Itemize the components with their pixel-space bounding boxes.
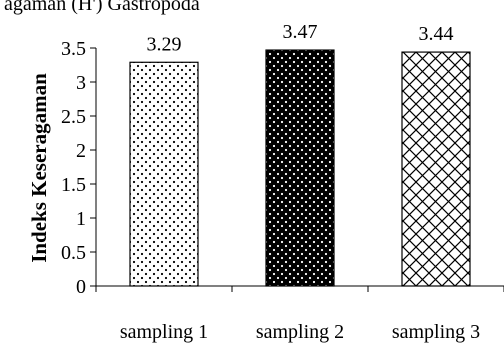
- category-labels-group: sampling 1 sampling 2 sampling 3: [120, 321, 480, 343]
- caption-text: agaman (H') Gastropoda: [4, 0, 200, 15]
- bars-group: [129, 49, 471, 287]
- category-label-1: sampling 1: [120, 321, 208, 343]
- y-tick-label: 0.5: [61, 242, 86, 264]
- y-tick-label: 1: [76, 208, 86, 230]
- y-tick-label: 3: [76, 72, 86, 94]
- y-tick-label: 2.5: [61, 106, 86, 128]
- data-label-1: 3.29: [147, 33, 182, 55]
- category-label-3: sampling 3: [392, 321, 480, 343]
- bar-1: [129, 61, 199, 287]
- bar-3: [401, 51, 471, 287]
- y-tick-label: 2: [76, 140, 86, 162]
- data-label-3: 3.44: [419, 23, 454, 45]
- y-tick-label: 3.5: [61, 38, 86, 60]
- y-tick-label: 1.5: [61, 174, 86, 196]
- y-axis-ticks: 0 0.5 1 1.5 2 2.5 3 3.5: [61, 38, 504, 298]
- category-label-2: sampling 2: [256, 321, 344, 343]
- bar-2: [265, 49, 335, 287]
- y-tick-label: 0: [76, 276, 86, 298]
- y-axis-title: Indeks Keseragaman: [27, 73, 51, 263]
- data-label-2: 3.47: [283, 21, 318, 43]
- data-labels-group: 3.29 3.47 3.44: [147, 21, 454, 55]
